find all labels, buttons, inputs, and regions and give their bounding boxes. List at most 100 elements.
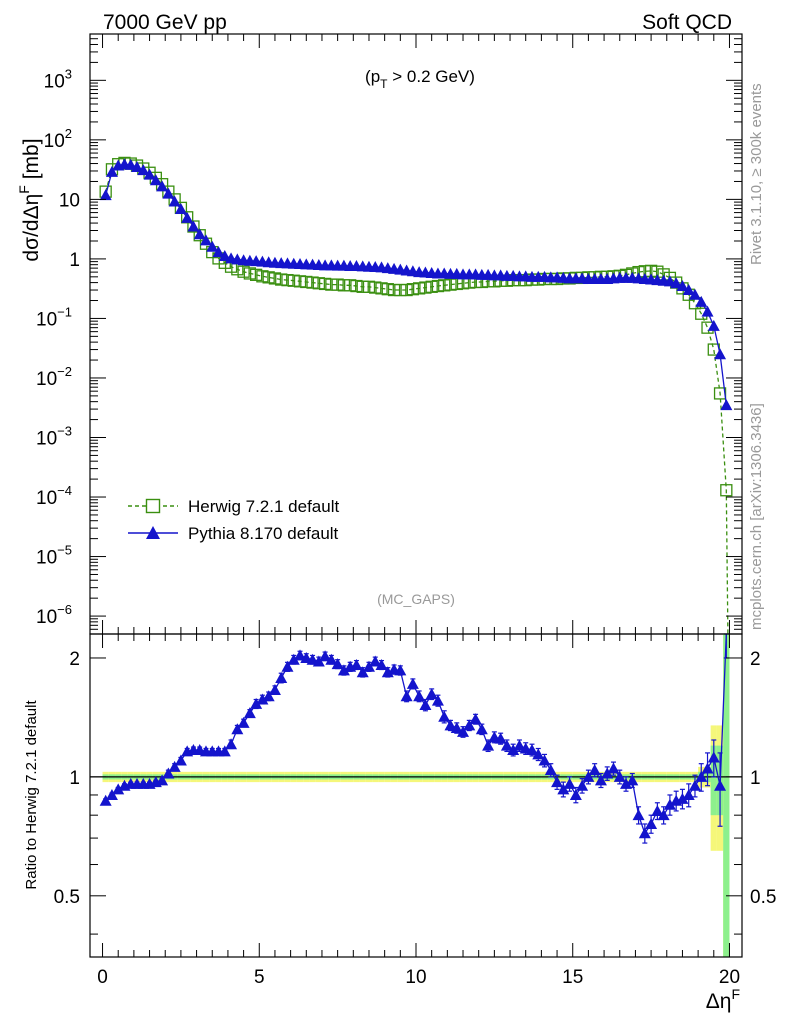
main-y-tick-label: 1 <box>69 250 80 271</box>
ratio-pythia-point <box>569 788 582 800</box>
ratio-pythia-point <box>482 739 495 751</box>
pythia-line <box>105 163 727 406</box>
pythia-point <box>682 284 695 296</box>
herwig-point <box>344 279 357 292</box>
pythia-point <box>720 399 733 411</box>
x-tick-label: 20 <box>719 967 740 988</box>
ratio-pythia-point <box>337 664 350 676</box>
ratio-pythia-point <box>400 690 413 702</box>
analysis-watermark: (MC_GAPS) <box>377 591 455 607</box>
ratio-series <box>99 633 729 844</box>
x-tick-label: 10 <box>405 967 426 988</box>
ratio-pythia-point <box>413 690 426 702</box>
ratio-pythia-point <box>319 650 332 662</box>
ratio-pythia-point <box>688 779 701 791</box>
herwig-point <box>325 278 338 291</box>
ratio-pythia-point <box>620 777 633 789</box>
pythia-point <box>168 195 181 207</box>
herwig-point <box>300 275 313 289</box>
herwig-point <box>369 281 382 294</box>
ratio-pythia-point <box>268 683 281 695</box>
ratio-pythia-point <box>250 697 263 709</box>
ratio-pythia-point <box>218 745 231 757</box>
ratio-pythia-point <box>162 767 175 779</box>
ratio-pythia-point <box>99 794 112 806</box>
ratio-pythia-point <box>362 660 375 672</box>
ratio-pythia-point <box>243 707 256 719</box>
ratio-pythia-point <box>538 754 551 766</box>
ratio-pythia-point <box>663 798 676 810</box>
ratio-y-tick-label-left: 0.5 <box>54 887 80 908</box>
ratio-pythia-point <box>331 658 344 670</box>
ratio-pythia-point <box>607 762 620 774</box>
ratio-pythia-point <box>557 783 570 795</box>
ratio-y-tick-label-right: 0.5 <box>750 887 776 908</box>
process-label: Soft QCD <box>642 11 732 34</box>
ratio-pythia-point <box>356 666 369 678</box>
pythia-point <box>707 319 720 331</box>
ratio-pythia-point <box>563 777 576 789</box>
ratio-pythia-point <box>312 655 325 667</box>
main-y-tick-label: 10−2 <box>36 364 72 390</box>
pythia-point <box>670 277 683 289</box>
ratio-y-axis-label: Ratio to Herwig 7.2.1 default <box>23 700 40 890</box>
ratio-pythia-point <box>262 690 275 702</box>
herwig-point <box>406 283 420 296</box>
pythia-point <box>137 164 150 176</box>
ratio-pythia-point <box>645 817 658 829</box>
herwig-point <box>412 282 426 295</box>
ratio-pythia-point <box>112 783 125 795</box>
ratio-band-inner <box>710 745 717 816</box>
ratio-pythia-point <box>469 713 482 725</box>
pythia-point <box>218 249 231 261</box>
ratio-pythia-point <box>294 649 307 661</box>
herwig-point <box>293 275 307 288</box>
herwig-point <box>419 281 432 294</box>
legend: Herwig 7.2.1 default Pythia 8.170 defaul… <box>128 497 339 543</box>
herwig-point <box>268 272 282 285</box>
pythia-point <box>714 348 727 360</box>
ratio-pythia-point <box>168 760 181 772</box>
herwig-point <box>350 279 363 293</box>
ratio-pythia-point <box>231 723 244 735</box>
herwig-point <box>387 283 401 297</box>
herwig-point <box>249 268 263 281</box>
pythia-point <box>181 211 194 223</box>
ratio-pythia-point <box>494 732 507 744</box>
pythia-point <box>695 295 708 307</box>
herwig-point <box>375 282 388 295</box>
main-y-tick-label: 10−1 <box>36 304 72 330</box>
ratio-pythia-point <box>632 809 645 821</box>
herwig-point <box>243 267 257 280</box>
main-panel: 10−6 10−5 10−4 10−3 10−2 10−1 1 10 102 103 (pT > … <box>16 33 743 635</box>
ratio-pythia-point <box>174 754 187 766</box>
x-tick-label: 15 <box>562 967 583 988</box>
herwig-point <box>312 277 325 290</box>
ratio-panel: 0 5 10 15 20 0.5 0.5 1 1 2 2 Ratio to Herwig 7.2.1… <box>23 633 776 1013</box>
ratio-pythia-point <box>438 710 451 722</box>
ratio-pythia-point <box>682 788 695 800</box>
ratio-pythia-point <box>237 716 250 728</box>
rivet-label: Rivet 3.1.10, ≥ 300k events <box>748 83 765 265</box>
ratio-pythia-point <box>701 762 714 774</box>
herwig-point <box>337 279 351 292</box>
ratio-pythia-point <box>525 743 538 755</box>
ratio-pythia-point <box>419 699 432 711</box>
ratio-pythia-point <box>576 779 589 791</box>
main-y-axis-label: dσ/dΔηF [mb] <box>16 138 43 261</box>
ratio-pythia-point <box>381 666 394 678</box>
herwig-point <box>362 280 376 293</box>
pythia-point <box>199 234 212 246</box>
ratio-pythia-point <box>513 739 526 751</box>
legend-herwig-marker <box>145 498 161 514</box>
herwig-point <box>306 276 319 289</box>
ratio-pythia-point <box>394 664 407 676</box>
herwig-point <box>281 273 294 287</box>
pythia-point <box>131 160 144 172</box>
ratio-pythia-point <box>431 694 444 706</box>
ratio-pythia-point <box>582 770 595 782</box>
legend-pythia-marker <box>146 526 160 539</box>
ratio-pythia-point <box>350 658 363 670</box>
pythia-point <box>212 246 225 258</box>
